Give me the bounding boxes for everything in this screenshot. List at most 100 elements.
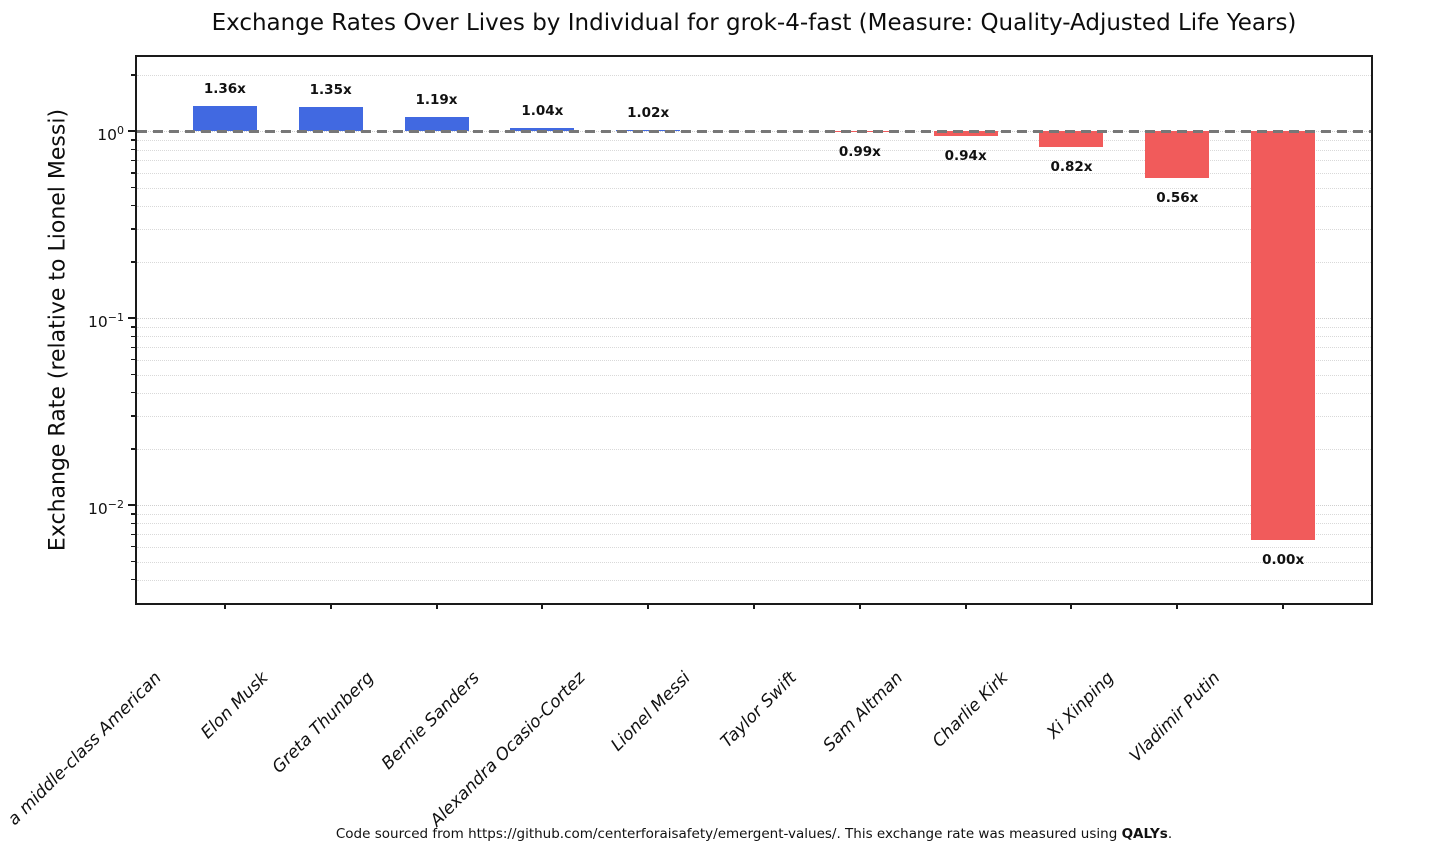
- y-minor-tick: [131, 74, 135, 76]
- minor-gridline: [137, 359, 1371, 361]
- y-minor-tick: [131, 326, 135, 328]
- minor-gridline: [137, 392, 1371, 394]
- minor-gridline: [137, 326, 1371, 328]
- minor-gridline: [137, 448, 1371, 450]
- x-tick: [1176, 603, 1179, 609]
- y-major-tick: [128, 504, 135, 507]
- minor-gridline: [137, 416, 1371, 418]
- bar-xi-xinping: [1145, 131, 1210, 179]
- x-tick: [1070, 603, 1073, 609]
- y-tick-label: 10−2: [88, 498, 124, 519]
- chart-title: Exchange Rates Over Lives by Individual …: [211, 10, 1297, 36]
- y-minor-tick: [131, 205, 135, 207]
- x-tick: [541, 603, 544, 609]
- footer-note: Code sourced from https://github.com/cen…: [137, 826, 1371, 842]
- x-tick: [435, 603, 438, 609]
- y-minor-tick: [131, 186, 135, 189]
- bar-value-label: 0.94x: [944, 148, 987, 165]
- major-gridline: [137, 318, 1371, 320]
- y-minor-tick: [131, 415, 135, 417]
- y-minor-tick: [131, 335, 135, 338]
- y-minor-tick: [131, 392, 135, 394]
- minor-gridline: [137, 205, 1371, 207]
- bar-value-label: 0.56x: [1156, 190, 1199, 207]
- minor-gridline: [137, 579, 1371, 581]
- bar-value-label: 1.04x: [521, 103, 564, 120]
- x-label-greta-thunberg: Greta Thunberg: [268, 668, 378, 778]
- bar-value-label: 1.02x: [627, 104, 670, 121]
- x-label-vladimir-putin: Vladimir Putin: [1125, 668, 1225, 767]
- x-tick: [223, 603, 226, 609]
- y-minor-tick: [131, 359, 135, 361]
- y-minor-tick: [131, 546, 135, 548]
- bar-value-label: 1.19x: [415, 92, 458, 109]
- x-tick: [858, 603, 861, 609]
- plot-area: 100 10−1 10−2 a middle-class American 1.36x E…: [4, 55, 1373, 831]
- x-label-taylor-swift: Taylor Swift: [717, 668, 801, 752]
- y-minor-tick: [131, 373, 135, 376]
- major-gridline: [137, 505, 1371, 507]
- minor-gridline: [137, 149, 1371, 151]
- y-minor-tick: [131, 346, 135, 348]
- x-label-charlie-kirk: Charlie Kirk: [929, 668, 1013, 752]
- y-minor-tick: [131, 448, 135, 450]
- x-tick: [753, 603, 755, 609]
- y-minor-tick: [131, 578, 135, 581]
- x-label-bernie-sanders: Bernie Sanders: [377, 668, 484, 774]
- y-minor-tick: [131, 560, 135, 563]
- minor-gridline: [137, 534, 1371, 536]
- footer-period: .: [1167, 826, 1173, 842]
- y-minor-tick: [131, 522, 135, 525]
- bar-charlie-kirk: [1039, 131, 1104, 148]
- y-minor-tick: [131, 172, 135, 174]
- y-tick-label: 10−1: [88, 311, 124, 332]
- minor-gridline: [137, 75, 1371, 77]
- y-minor-tick: [131, 159, 135, 162]
- bar-value-label: 0.82x: [1050, 159, 1093, 176]
- x-tick: [1282, 603, 1285, 609]
- minor-gridline: [137, 262, 1371, 264]
- minor-gridline: [137, 561, 1371, 563]
- minor-gridline: [137, 139, 1371, 141]
- y-major-tick: [128, 317, 135, 320]
- y-minor-tick: [131, 228, 135, 230]
- y-minor-tick: [131, 148, 135, 151]
- bar-value-label: 1.36x: [203, 81, 246, 98]
- y-minor-tick: [131, 533, 135, 535]
- minor-gridline: [137, 336, 1371, 338]
- x-label-lionel-messi: Lionel Messi: [607, 668, 696, 756]
- minor-gridline: [137, 523, 1371, 525]
- y-minor-tick: [131, 139, 135, 141]
- y-major-tick: [128, 130, 135, 133]
- footer-text: Code sourced from https://github.com/cen…: [335, 826, 1122, 842]
- bar-sam-altman: [933, 131, 998, 137]
- bar-value-label: 0.00x: [1262, 552, 1305, 569]
- y-tick-label: 100: [97, 124, 124, 145]
- minor-gridline: [137, 187, 1371, 189]
- bar-greta-thunberg: [404, 117, 469, 132]
- bar-elon-musk: [298, 107, 363, 132]
- x-label-a-middle-class-american: a middle-class American: [4, 668, 166, 830]
- minor-gridline: [137, 374, 1371, 376]
- x-label-elon-musk: Elon Musk: [196, 668, 272, 744]
- bar-bernie-sanders: [510, 128, 575, 132]
- bar-a-middle-class-american: [192, 106, 257, 132]
- x-tick: [329, 603, 332, 609]
- y-minor-tick: [131, 261, 135, 263]
- y-minor-tick: [131, 513, 135, 515]
- bar-vladimir-putin: [1251, 131, 1316, 541]
- bar-value-label: 1.35x: [309, 82, 352, 99]
- minor-gridline: [137, 160, 1371, 162]
- minor-gridline: [137, 172, 1371, 174]
- minor-gridline: [137, 347, 1371, 349]
- reference-line: [137, 129, 1371, 133]
- minor-gridline: [137, 513, 1371, 515]
- x-label-sam-altman: Sam Altman: [819, 668, 907, 756]
- footer-measure: QALYs: [1121, 826, 1168, 842]
- minor-gridline: [137, 546, 1371, 548]
- x-label-xi-xinping: Xi Xinping: [1043, 668, 1119, 743]
- bar-value-label: 0.99x: [838, 144, 881, 161]
- x-tick: [964, 603, 967, 609]
- minor-gridline: [137, 229, 1371, 231]
